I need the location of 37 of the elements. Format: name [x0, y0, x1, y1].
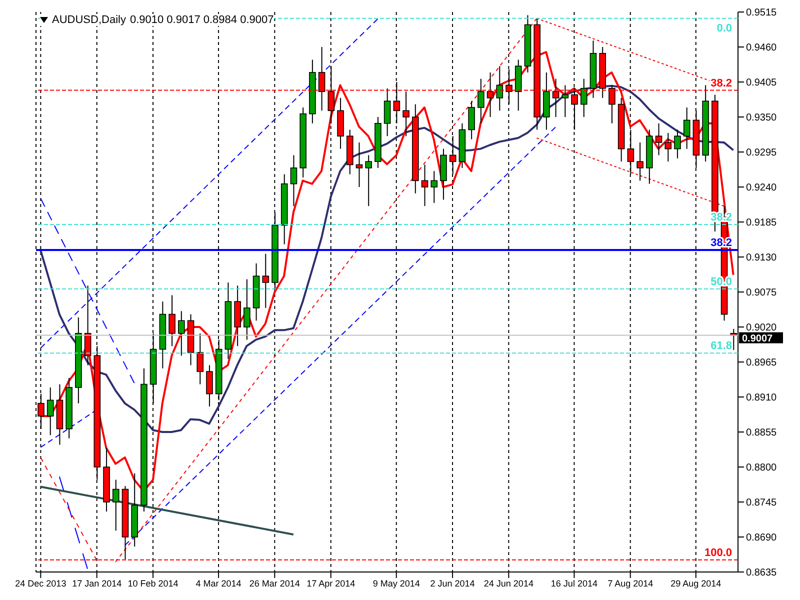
y-tick-label: 0.9515: [746, 8, 778, 19]
x-tick-label: 29 Aug 2014: [670, 578, 722, 588]
x-tick-label: 26 Mar 2014: [249, 578, 300, 588]
x-tick-label: 10 Feb 2014: [128, 578, 178, 588]
y-tick-label: 0.8855: [746, 428, 778, 439]
y-tick-label: 0.8965: [746, 358, 778, 369]
x-tick-label: 4 Mar 2014: [196, 578, 242, 588]
x-tick-label: 2 Jun 2014: [430, 578, 475, 588]
y-tick-label: 0.9075: [746, 288, 778, 299]
x-tick-label: 16 Jul 2014: [550, 578, 598, 588]
y-tick-label: 0.9185: [746, 218, 778, 229]
y-tick-label: 0.9295: [746, 148, 778, 159]
annotation: 0.0: [716, 22, 732, 34]
y-tick-label: 0.8800: [746, 462, 778, 474]
x-tick-label: 24 Dec 2013: [15, 578, 66, 588]
y-tick-label: 0.9130: [746, 252, 778, 264]
x-tick-label: 24 Jun 2014: [484, 578, 534, 588]
y-tick-label: 0.8690: [746, 532, 778, 544]
y-tick-label: 0.8745: [746, 498, 778, 509]
y-tick-label: 0.8635: [746, 568, 778, 579]
x-tick-label: 9 May 2014: [372, 578, 420, 588]
chart-title: AUDUSD,Daily: [52, 14, 126, 26]
x-tick-label: 17 Jan 2014: [72, 578, 122, 588]
y-tick-label: 0.9460: [746, 42, 778, 54]
annotation: 38.2: [710, 212, 732, 224]
ref-line-label: 0.9007: [742, 333, 774, 344]
y-tick-label: 0.9350: [746, 112, 778, 124]
annotation: 38.2: [710, 77, 732, 90]
y-tick-label: 0.9405: [746, 78, 778, 89]
x-tick-label: 17 Apr 2014: [306, 578, 356, 588]
y-tick-label: 0.8910: [746, 392, 778, 404]
annotation: 100.0: [704, 546, 732, 559]
annotation: 61.8: [710, 340, 732, 352]
chart-subtitle: 0.9010 0.9017 0.8984 0.9007: [130, 14, 274, 26]
y-tick-label: 0.9020: [746, 322, 778, 334]
x-tick-label: 7 Aug 2014: [608, 578, 654, 588]
y-tick-label: 0.9240: [746, 182, 778, 194]
